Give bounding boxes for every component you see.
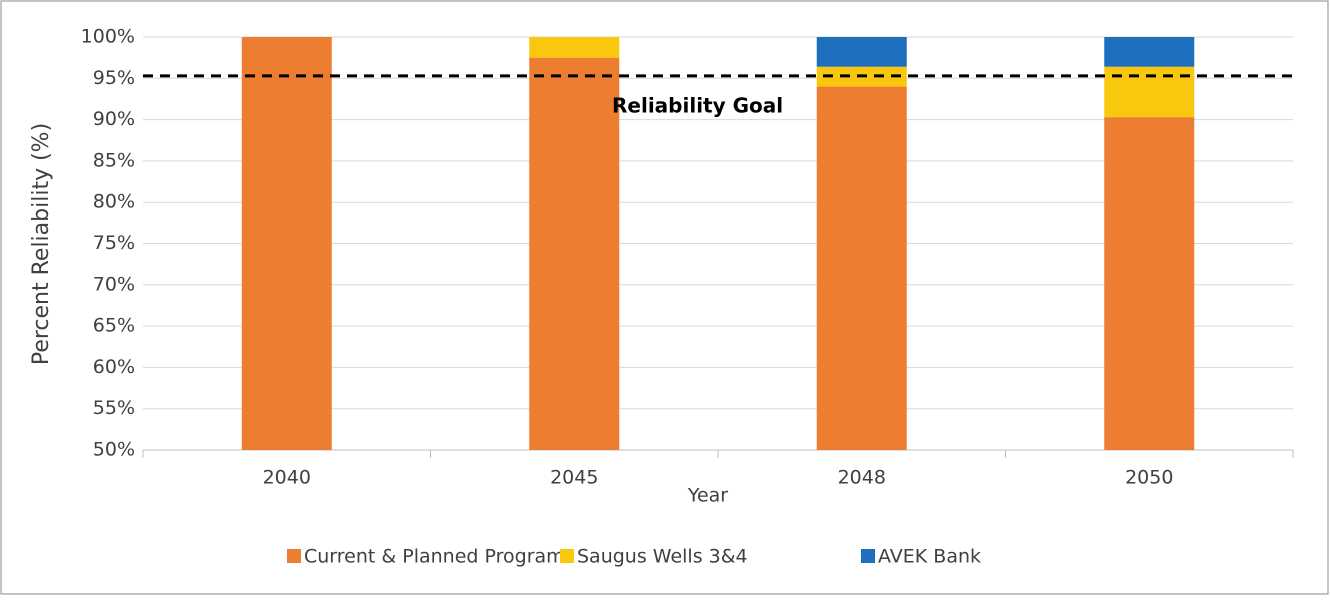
bar-segment — [241, 37, 332, 450]
legend-swatch — [287, 549, 301, 563]
legend-swatch — [861, 549, 875, 563]
legend-label: AVEK Bank — [878, 546, 981, 568]
y-tick-label: 95% — [93, 67, 135, 89]
bar-segment — [816, 86, 907, 450]
y-tick-label: 80% — [93, 191, 135, 213]
y-tick-label: 55% — [93, 397, 135, 419]
bar-segment — [1104, 66, 1195, 118]
bar-segment — [529, 57, 620, 451]
legend-label: Saugus Wells 3&4 — [577, 546, 748, 568]
y-tick-label: 90% — [93, 108, 135, 130]
y-tick-label: 85% — [93, 149, 135, 171]
y-tick-label: 50% — [93, 439, 135, 461]
x-axis-label: Year — [687, 485, 728, 507]
bar-segment — [1104, 37, 1195, 67]
reference-label: Reliability Goal — [612, 94, 783, 118]
y-tick-label: 70% — [93, 273, 135, 295]
bar-segment — [529, 37, 620, 58]
legend-label: Current & Planned Programs — [304, 546, 575, 568]
x-tick-label: 2040 — [263, 467, 311, 489]
y-tick-label: 100% — [81, 26, 135, 48]
legend-swatch — [560, 549, 574, 563]
y-tick-label: 75% — [93, 232, 135, 254]
bar-segment — [816, 37, 907, 67]
y-tick-label: 60% — [93, 356, 135, 378]
x-tick-label: 2048 — [838, 467, 886, 489]
y-tick-label: 65% — [93, 315, 135, 337]
x-tick-label: 2045 — [550, 467, 598, 489]
x-tick-label: 2050 — [1125, 467, 1173, 489]
bar-segment — [1104, 117, 1195, 450]
y-axis-label: Percent Reliability (%) — [29, 123, 54, 365]
